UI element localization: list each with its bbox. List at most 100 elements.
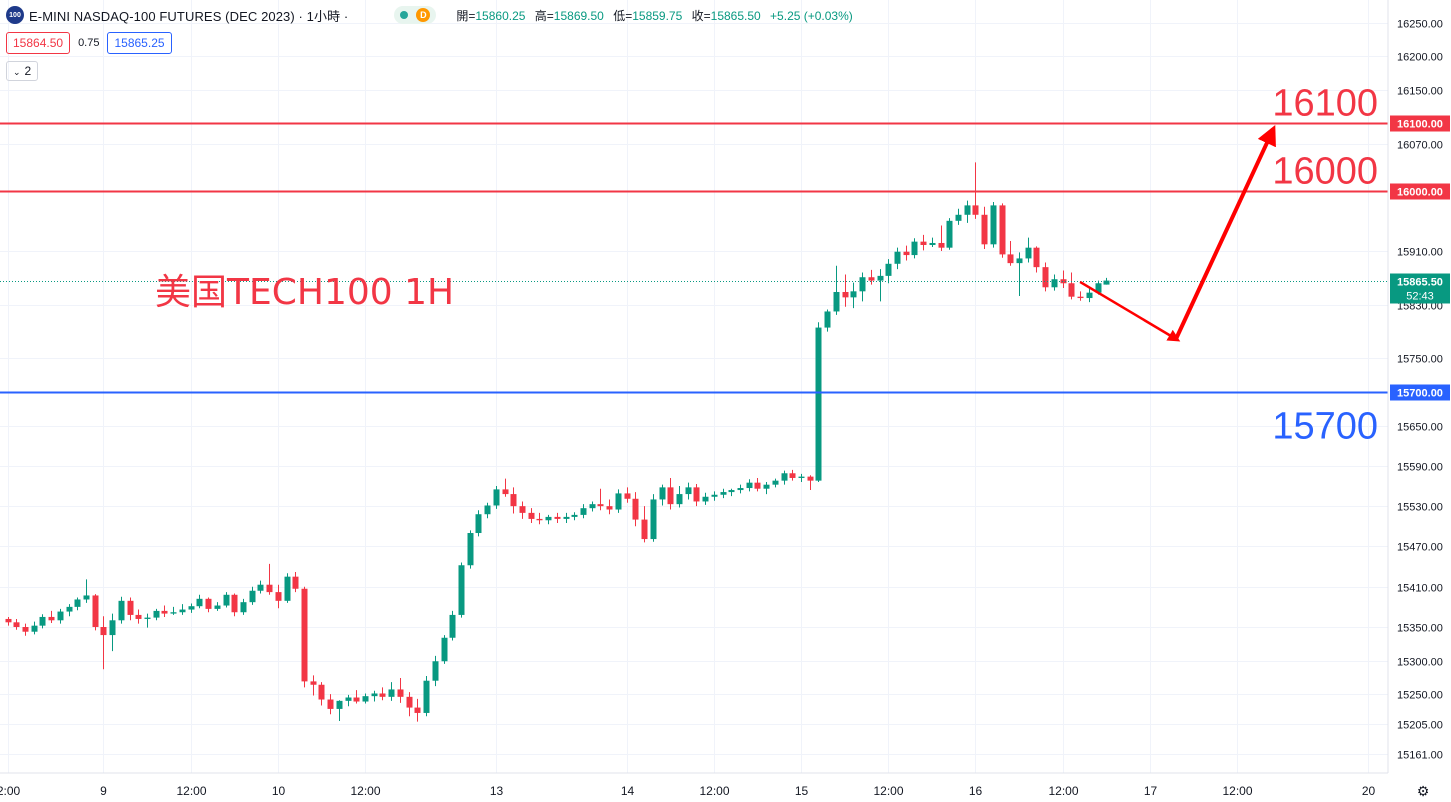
candle-body [118, 600, 125, 621]
level-label: 16000 [1272, 151, 1378, 193]
symbol-logo-icon[interactable]: 100 [6, 6, 24, 24]
chart-annotation-text: 美国TECH100 1H [155, 272, 454, 313]
candle-body [414, 707, 421, 713]
bar-countdown-text: 52:43 [1406, 291, 1434, 303]
chevron-down-icon: ⌄ [13, 67, 21, 77]
candle-body [1086, 292, 1093, 299]
candle-body [720, 492, 727, 495]
candle-body [231, 594, 238, 613]
candle-body [284, 576, 291, 601]
candle-body [31, 625, 38, 632]
level-price-tag [1390, 183, 1450, 200]
candle-body [903, 251, 910, 256]
candle-body [371, 693, 378, 697]
y-tick-label: 15910.00 [1397, 247, 1443, 259]
projection-arrow [1174, 124, 1276, 340]
candle-body [362, 696, 369, 702]
candle-body [824, 311, 831, 328]
candle-body [266, 584, 273, 593]
candle-body [1042, 267, 1049, 288]
ohlc-values: 開=15860.25 高=15869.50 低=15859.75 收=15865… [456, 7, 852, 24]
candle-body [606, 506, 613, 510]
x-tick-label: 13 [490, 784, 504, 798]
candle-body [467, 533, 474, 566]
candle-body [711, 494, 718, 497]
candle-body [292, 576, 299, 589]
candle-body [336, 700, 343, 709]
y-tick-label: 16250.00 [1397, 19, 1443, 31]
y-tick-label: 15161.00 [1397, 750, 1443, 762]
x-tick-label: 12:00 [176, 784, 206, 798]
spread-value: 0.75 [78, 37, 100, 49]
y-tick-label: 15300.00 [1397, 657, 1443, 669]
y-tick-label: 15205.00 [1397, 720, 1443, 732]
candle-body [842, 291, 849, 298]
x-tick-label: 16 [969, 784, 983, 798]
candle-body [493, 489, 500, 506]
candle-body [702, 496, 709, 502]
sell-price-button[interactable]: 15864.50 [6, 32, 71, 54]
market-status-pill[interactable]: D [394, 6, 437, 24]
candle-body [170, 612, 177, 614]
x-tick-label: 9 [100, 784, 107, 798]
candle-body [676, 494, 683, 505]
high-label: 高= [534, 8, 554, 23]
candle-body [781, 473, 788, 481]
y-tick-label: 16150.00 [1397, 86, 1443, 98]
price-axis-panel [1388, 0, 1451, 802]
candle-body [868, 277, 875, 281]
candle-body [911, 241, 918, 256]
buy-price-button[interactable]: 15865.25 [107, 32, 172, 54]
level-label: 16100 [1272, 83, 1378, 125]
candle-body [406, 696, 413, 708]
candle-body [301, 588, 308, 682]
candle-body [981, 214, 988, 245]
x-tick-label: 12:00 [1222, 784, 1252, 798]
candle-body [214, 605, 221, 609]
x-tick-label: 12:00 [350, 784, 380, 798]
indicator-count: 2 [24, 64, 32, 78]
candle-body [929, 242, 936, 245]
symbol-title[interactable]: E-MINI NASDAQ-100 FUTURES (DEC 2023) · 1… [29, 8, 349, 24]
x-tick-label: 17 [1144, 784, 1158, 798]
candle-body [885, 263, 892, 276]
candle-body [458, 565, 465, 615]
indicators-toggle-button[interactable]: ⌄ 2 [6, 61, 39, 81]
candle-body [571, 514, 578, 517]
candle-body [1095, 283, 1102, 293]
x-tick-label: 2:00 [0, 784, 21, 798]
candle-body [353, 697, 360, 702]
candle-body [66, 606, 73, 612]
x-tick-label: 12:00 [699, 784, 729, 798]
level-price-tag-text: 16000.00 [1397, 187, 1443, 199]
candle-body [100, 627, 107, 636]
y-tick-label: 15530.00 [1397, 502, 1443, 514]
candle-body [109, 620, 116, 636]
candle-body [275, 592, 282, 601]
candle-body [536, 518, 543, 521]
candle-body [127, 600, 134, 615]
candle-body [798, 476, 805, 478]
candle-body [1103, 280, 1110, 285]
candle-body [1051, 279, 1058, 288]
x-tick-label: 15 [795, 784, 809, 798]
candle-body [580, 508, 587, 515]
candle-body [999, 205, 1006, 255]
candle-body [946, 220, 953, 248]
candle-body [1007, 254, 1014, 264]
candle-body [833, 291, 840, 312]
candle-body [83, 595, 90, 600]
candle-body [789, 473, 796, 478]
candle-body [135, 614, 142, 619]
level-price-tag [1390, 115, 1450, 132]
level-price-tag [1390, 384, 1450, 401]
candle-body [1060, 279, 1067, 284]
candle-body [39, 616, 46, 626]
candle-body [484, 505, 491, 515]
y-tick-label: 15350.00 [1397, 623, 1443, 635]
drawings: 16100 16000 15700 美国TECH100 1H [0, 83, 1388, 448]
candle-body [57, 611, 64, 621]
gear-icon[interactable]: ⚙ [1417, 784, 1430, 800]
